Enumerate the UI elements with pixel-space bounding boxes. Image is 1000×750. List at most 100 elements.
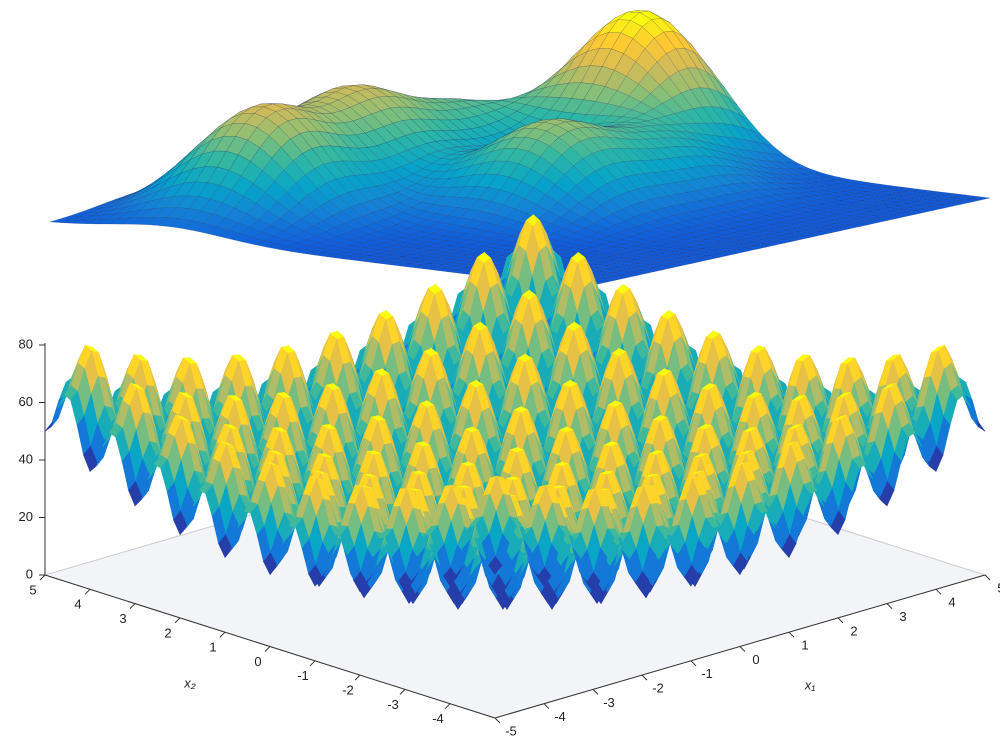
surface-patch — [793, 173, 815, 180]
surface-patch — [478, 124, 502, 136]
surface-patch — [363, 259, 385, 264]
surface-patch — [832, 217, 855, 222]
surface-patch — [940, 202, 963, 207]
surface-patch — [506, 148, 529, 165]
surface-patch — [339, 255, 361, 261]
surface-patch — [398, 106, 422, 120]
surface-patch — [596, 19, 619, 38]
surface-patch — [352, 215, 376, 227]
surface-patch — [815, 208, 837, 213]
surface-patch — [360, 160, 384, 175]
surface-patch — [603, 121, 626, 127]
surface-patch — [309, 106, 333, 114]
surface-patch — [822, 188, 845, 194]
surface-patch — [118, 209, 142, 219]
surface-patch — [391, 252, 413, 257]
surface-patch — [584, 24, 607, 46]
surface-patch — [445, 109, 469, 120]
surface-patch — [384, 181, 408, 193]
surface-patch — [421, 163, 445, 172]
surface-patch — [816, 225, 839, 230]
surface-patch — [300, 106, 323, 114]
surface-patch — [667, 193, 691, 205]
surface-patch — [577, 47, 601, 68]
surface-patch — [804, 223, 827, 228]
surface-patch — [638, 10, 662, 20]
surface-patch — [206, 226, 229, 237]
surface-patch — [314, 252, 337, 258]
surface-patch — [615, 121, 638, 126]
surface-patch — [407, 224, 431, 232]
surface-patch — [355, 225, 379, 235]
surface-patch — [187, 135, 210, 157]
surface-patch — [826, 223, 848, 228]
surface-patch — [306, 101, 330, 108]
surface-patch — [445, 159, 469, 172]
surface-patch — [680, 246, 703, 252]
surface-patch — [544, 70, 567, 89]
surface-patch — [467, 235, 491, 242]
surface-patch — [193, 223, 217, 234]
surface-patch — [647, 61, 670, 86]
surface-patch — [695, 252, 718, 257]
surface-patch — [585, 101, 609, 116]
surface-patch — [549, 97, 573, 113]
surface-patch — [903, 210, 925, 215]
surface-patch — [857, 207, 880, 213]
surface-patch — [328, 195, 352, 212]
surface-patch — [317, 239, 342, 247]
surface-patch — [520, 83, 543, 96]
surface-patch — [633, 113, 657, 122]
surface-patch — [370, 237, 393, 244]
surface-patch — [210, 122, 234, 141]
surface-patch — [847, 193, 869, 198]
surface-patch — [884, 185, 906, 190]
surface-patch — [230, 233, 253, 243]
surface-patch — [290, 248, 313, 254]
surface-patch — [780, 220, 803, 225]
surface-patch — [449, 98, 472, 102]
surface-patch — [589, 239, 612, 245]
surface-patch — [405, 257, 428, 262]
surface-patch — [737, 219, 760, 225]
surface-patch — [876, 203, 899, 209]
surface-patch — [253, 240, 277, 248]
surface-patch — [515, 136, 538, 152]
surface-patch — [575, 36, 598, 58]
surface-patch — [626, 246, 648, 251]
surface-patch — [809, 199, 832, 205]
surface-patch — [556, 66, 579, 86]
surface-patch — [877, 191, 900, 196]
surface-patch — [121, 217, 145, 225]
surface-patch — [506, 110, 530, 123]
surface-patch — [829, 213, 852, 219]
surface-patch — [838, 224, 860, 229]
surface-patch — [552, 249, 575, 255]
surface-patch — [176, 195, 199, 209]
surface-patch — [699, 165, 723, 177]
surface-patch — [336, 133, 360, 149]
surface-patch — [130, 208, 154, 219]
surface-patch — [605, 11, 628, 26]
surface-patch — [364, 245, 386, 250]
surface-patch — [395, 96, 420, 109]
surface-patch — [336, 232, 360, 241]
surface-patch — [571, 82, 594, 100]
surface-patch — [763, 241, 786, 246]
surface-patch — [588, 114, 612, 125]
surface-patch — [510, 122, 533, 134]
surface-patch — [197, 182, 221, 200]
surface-patch — [660, 231, 683, 238]
surface-patch — [849, 196, 872, 202]
surface-patch — [399, 198, 422, 209]
surface-patch — [735, 214, 757, 221]
surface-patch — [802, 173, 825, 179]
surface-patch — [841, 185, 863, 191]
surface-patch — [311, 145, 334, 165]
surface-patch — [598, 236, 622, 243]
surface-patch — [687, 67, 710, 89]
surface-patch — [476, 230, 500, 239]
surface-patch — [98, 218, 120, 225]
surface-patch — [294, 108, 316, 121]
surface-patch — [672, 234, 695, 240]
